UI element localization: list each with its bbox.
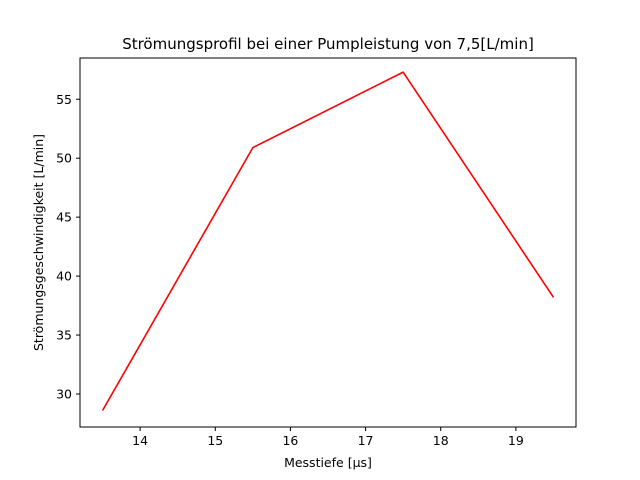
x-tick-label: 16	[282, 433, 298, 448]
x-tick-label: 17	[358, 433, 374, 448]
y-axis-label: Strömungsgeschwindigkeit [L/min]	[31, 134, 46, 351]
axes-frame	[79, 57, 577, 428]
x-tick-label: 18	[433, 433, 449, 448]
x-tick-label: 15	[207, 433, 223, 448]
x-tick-label: 14	[132, 433, 148, 448]
y-tick-label: 30	[56, 386, 72, 401]
y-tick-label: 45	[56, 210, 72, 225]
x-axis: 14 15 16 17 18 19	[132, 427, 524, 448]
y-tick-label: 40	[56, 269, 72, 284]
x-tick-label: 19	[508, 433, 524, 448]
y-axis: 30 35 40 45 50 55	[56, 92, 80, 401]
y-tick-label: 50	[56, 151, 72, 166]
y-tick-label: 55	[56, 92, 72, 107]
x-axis-label: Messtiefe [µs]	[284, 455, 372, 470]
series-line	[101, 71, 555, 411]
chart-title: Strömungsprofil bei einer Pumpleistung v…	[122, 35, 534, 53]
plot-area	[101, 71, 555, 411]
y-tick-label: 35	[56, 328, 72, 343]
